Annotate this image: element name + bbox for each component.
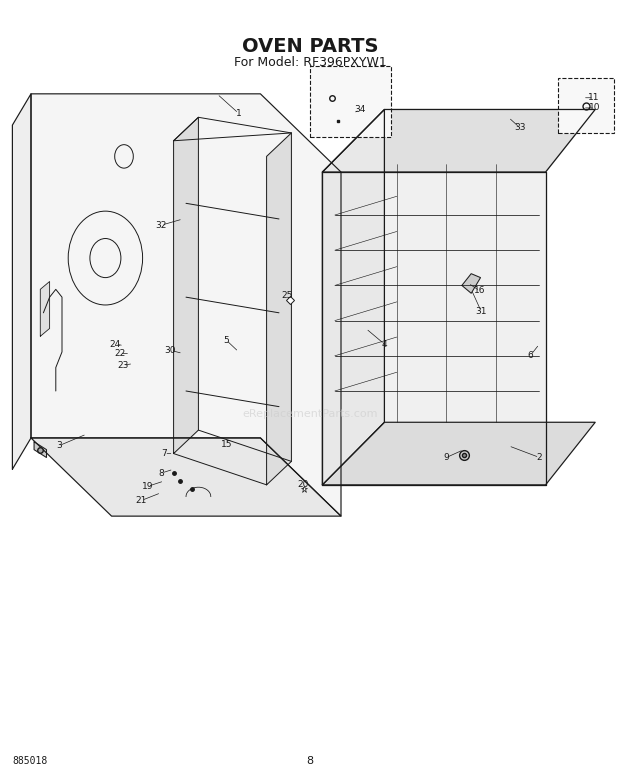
Bar <box>558 78 614 133</box>
Text: 6: 6 <box>527 351 533 361</box>
Text: 30: 30 <box>165 346 176 355</box>
Text: 33: 33 <box>514 123 525 132</box>
Text: 8: 8 <box>158 468 164 478</box>
Text: OVEN PARTS: OVEN PARTS <box>242 38 378 56</box>
Text: 8: 8 <box>306 756 314 766</box>
Text: 20: 20 <box>297 480 308 490</box>
Polygon shape <box>322 422 595 485</box>
Text: 7: 7 <box>161 449 167 458</box>
Text: 24: 24 <box>110 339 121 349</box>
Text: eReplacementParts.com: eReplacementParts.com <box>242 410 378 419</box>
Text: 5: 5 <box>223 335 229 345</box>
Polygon shape <box>174 117 198 454</box>
Text: 4: 4 <box>381 339 388 349</box>
Text: 16: 16 <box>474 286 485 296</box>
Text: 15: 15 <box>221 439 232 449</box>
Text: 32: 32 <box>156 221 167 230</box>
Text: 885018: 885018 <box>12 756 48 766</box>
Text: 22: 22 <box>114 349 125 358</box>
Text: 21: 21 <box>136 496 147 505</box>
Text: For Model: RF396PXYW1: For Model: RF396PXYW1 <box>234 56 386 69</box>
Polygon shape <box>34 442 46 457</box>
Text: 23: 23 <box>117 361 128 370</box>
Polygon shape <box>322 109 595 172</box>
Text: 11: 11 <box>588 93 600 102</box>
Polygon shape <box>31 94 341 516</box>
Text: 34: 34 <box>354 105 365 114</box>
Text: 1: 1 <box>236 109 242 118</box>
Polygon shape <box>322 109 384 485</box>
Bar <box>310 66 391 137</box>
Polygon shape <box>12 94 31 469</box>
Polygon shape <box>322 172 546 485</box>
Text: 3: 3 <box>56 441 62 450</box>
Polygon shape <box>462 274 480 293</box>
Text: 2: 2 <box>536 453 542 462</box>
Text: 19: 19 <box>142 482 153 491</box>
Polygon shape <box>40 282 50 336</box>
Text: 25: 25 <box>281 291 293 300</box>
Polygon shape <box>31 438 341 516</box>
Text: 31: 31 <box>476 307 487 316</box>
Text: 9: 9 <box>443 453 449 462</box>
Polygon shape <box>267 133 291 485</box>
Text: 10: 10 <box>590 103 601 113</box>
